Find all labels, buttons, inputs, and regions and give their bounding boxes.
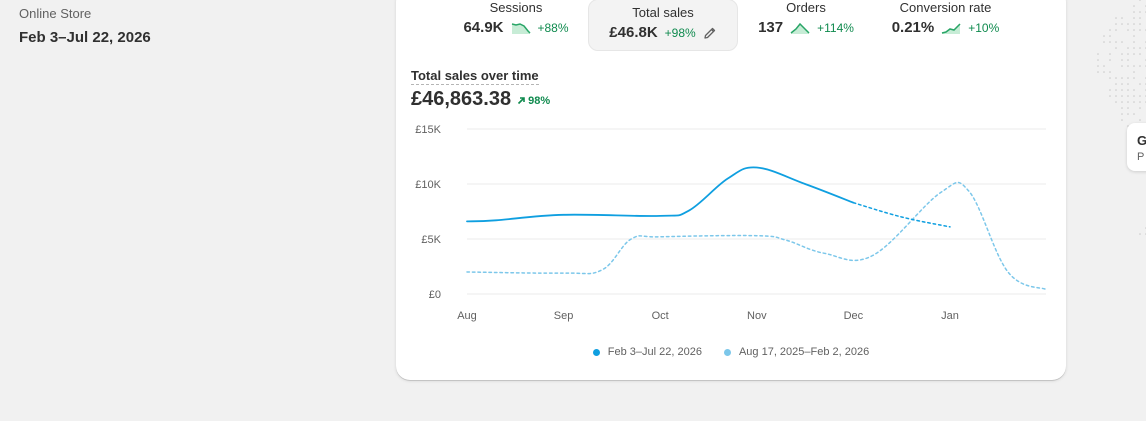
x-tick-label: Dec [844,310,864,322]
legend-item-previous[interactable]: Aug 17, 2025–Feb 2, 2026 [724,346,869,358]
legend-item-current[interactable]: Feb 3–Jul 22, 2026 [593,346,702,358]
store-label: Online Store [19,6,151,21]
x-tick-label: Oct [652,310,669,322]
series-line-previous [467,182,1047,289]
x-tick-label: Aug [457,310,477,322]
sales-chart-card: Sessions 64.9K +88% Total sales £46.8K +… [396,0,1066,380]
legend-label: Aug 17, 2025–Feb 2, 2026 [739,346,869,358]
series-line-current [467,167,853,221]
legend-dot [724,349,731,356]
y-tick-label: £5K [421,234,441,246]
store-header: Online Store Feb 3–Jul 22, 2026 [19,6,151,46]
side-card-letter: G [1137,133,1146,148]
y-tick-label: £0 [429,289,441,301]
legend-label: Feb 3–Jul 22, 2026 [608,346,702,358]
y-tick-label: £15K [415,124,441,136]
x-tick-label: Sep [554,310,574,322]
legend-dot [593,349,600,356]
y-tick-label: £10K [415,179,441,191]
side-card-subletter: P [1137,151,1144,163]
x-tick-label: Jan [941,310,959,322]
date-range[interactable]: Feb 3–Jul 22, 2026 [19,29,151,46]
dotted-background-decoration [1066,0,1146,421]
side-card[interactable]: G P [1127,123,1146,171]
series-line-current-projection [853,203,950,227]
x-tick-label: Nov [747,310,767,322]
sales-line-chart: £0 £5K £10K £15K Aug Sep Oct Nov Dec Jan [396,0,1066,338]
chart-legend: Feb 3–Jul 22, 2026 Aug 17, 2025–Feb 2, 2… [396,346,1066,358]
